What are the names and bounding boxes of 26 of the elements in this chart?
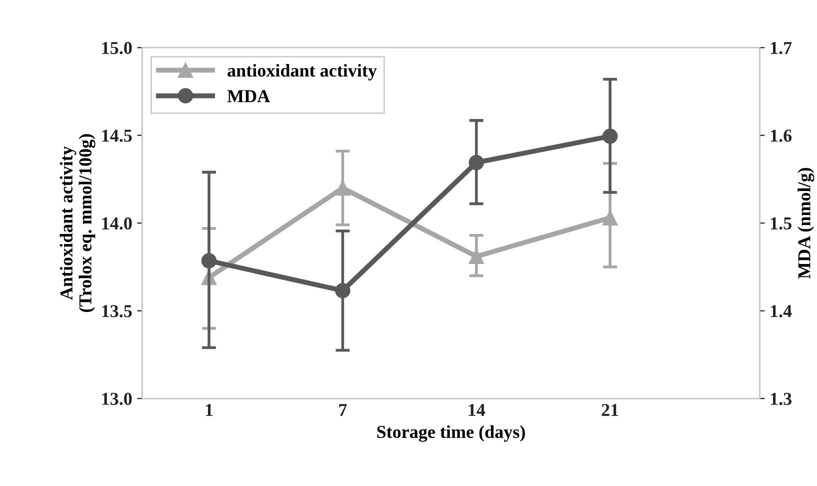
x-tick-label: 1	[206, 404, 213, 416]
point	[201, 253, 217, 268]
x-axis-title: Storage time (days)	[377, 425, 525, 442]
y2-tick-label: 1.5	[770, 217, 792, 230]
legend-label: MDA	[227, 90, 270, 102]
y-tick-label: 14.5	[102, 130, 132, 142]
point	[335, 282, 350, 298]
point	[602, 210, 618, 226]
x-tick-label: 21	[602, 404, 618, 416]
y-axis-title: Antioxidant activity (Trolox eq. mmol/100g)	[60, 134, 96, 312]
y-tick-label: 14.0	[102, 217, 132, 230]
legend-label: antioxidant activity	[228, 64, 377, 80]
point	[602, 128, 618, 144]
y2-tick-label: 1.4	[770, 305, 792, 318]
y-tick-label: 13.0	[102, 392, 132, 406]
y-tick-label: 15.0	[102, 42, 132, 54]
x-tick-label: 14	[468, 404, 486, 416]
x-tick-label: 7	[339, 404, 347, 416]
point	[468, 248, 484, 264]
y2-tick-label: 1.3	[770, 392, 792, 406]
point	[468, 154, 484, 170]
point	[335, 180, 350, 196]
y-tick-label: 13.5	[102, 305, 132, 318]
y2-axis-title: MDA (nmol/g)	[798, 168, 814, 279]
y2-tick-label: 1.7	[770, 42, 792, 54]
y2-tick-label: 1.6	[770, 130, 792, 142]
